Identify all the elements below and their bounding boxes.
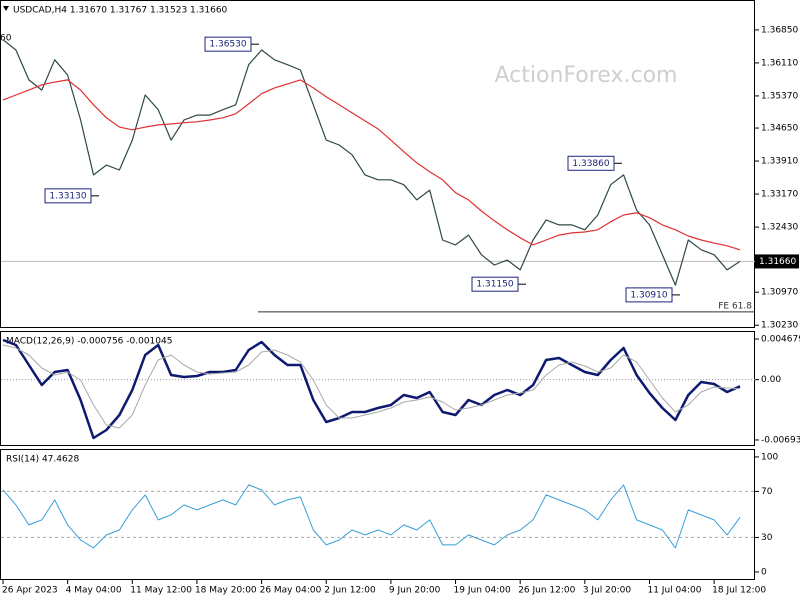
macd-panel xyxy=(0,331,755,446)
y-tick-label: 1.36110 xyxy=(761,58,798,68)
annotation-label: 1.36530 xyxy=(209,40,246,50)
fe-label: FE 61.8 xyxy=(718,301,752,311)
x-tick-label: 26 May 04:00 xyxy=(260,586,322,596)
macd-title: MACD(12,26,9) -0.000756 -0.001045 xyxy=(6,337,172,347)
x-tick-label: 18 May 20:00 xyxy=(195,586,257,596)
annotation-label: 1.31150 xyxy=(476,280,513,290)
series-line xyxy=(2,338,741,440)
last-price-label: 1.31660 xyxy=(759,257,796,267)
series-line xyxy=(2,39,741,286)
y-tick-label: 1.32430 xyxy=(761,223,798,233)
edge-label: 60 xyxy=(0,34,12,44)
series-line xyxy=(2,79,741,251)
annotation-label: 1.33130 xyxy=(49,191,86,201)
x-tick-label: 2 Jun 12:00 xyxy=(324,586,376,596)
price-title: USDCAD,H4 1.31670 1.31767 1.31523 1.3166… xyxy=(13,6,228,16)
y-tick-label: 1.35370 xyxy=(761,91,798,101)
series-line xyxy=(2,484,741,549)
annotation-box xyxy=(625,287,673,303)
y-tick-label: 1.36850 xyxy=(761,25,798,35)
y-tick-label: 0.00 xyxy=(761,375,781,385)
annotation-box xyxy=(204,36,252,52)
y-tick-label: 100 xyxy=(761,452,778,462)
dropdown-icon xyxy=(3,6,9,11)
last-price-box xyxy=(755,254,799,269)
x-tick-label: 11 May 12:00 xyxy=(130,586,192,596)
x-tick-label: 11 Jul 04:00 xyxy=(647,586,701,596)
y-tick-label: 0 xyxy=(761,567,767,577)
y-tick-label: 30 xyxy=(761,533,773,543)
y-tick-label: -0.006936 xyxy=(761,435,800,445)
x-tick-label: 3 Jul 20:00 xyxy=(583,586,632,596)
y-tick-label: 1.33170 xyxy=(761,190,798,200)
y-tick-label: 1.30970 xyxy=(761,288,798,298)
y-tick-label: 70 xyxy=(761,487,773,497)
annotation-box xyxy=(567,155,615,171)
y-tick-label: 1.33910 xyxy=(761,157,798,167)
price-panel xyxy=(0,0,755,328)
y-tick-label: 1.30230 xyxy=(761,321,798,331)
annotation-label: 1.33860 xyxy=(572,159,609,169)
x-tick-label: 9 Jun 20:00 xyxy=(389,586,441,596)
rsi-panel xyxy=(0,449,755,580)
y-tick-label: 1.34650 xyxy=(761,124,798,134)
x-tick-label: 26 Apr 2023 xyxy=(2,586,58,596)
annotation-box xyxy=(471,276,519,292)
annotation-label: 1.30910 xyxy=(630,290,667,300)
x-tick-label: 4 May 04:00 xyxy=(66,586,122,596)
rsi-title: RSI(14) 47.4628 xyxy=(6,455,79,465)
x-tick-label: 19 Jun 04:00 xyxy=(454,586,511,596)
x-tick-label: 18 Jul 12:00 xyxy=(712,586,766,596)
annotation-box xyxy=(44,188,92,204)
y-tick-label: 0.004679 xyxy=(761,335,800,345)
watermark: ActionForex.com xyxy=(495,63,678,88)
series-line xyxy=(2,344,741,429)
x-tick-label: 26 Jun 12:00 xyxy=(518,586,575,596)
